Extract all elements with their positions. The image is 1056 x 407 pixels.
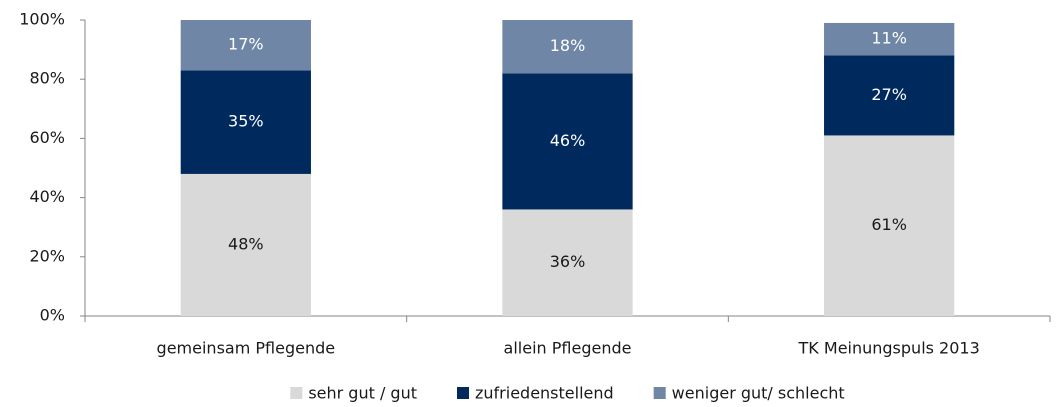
- value-label: 11%: [871, 29, 907, 48]
- bar-segment: [180, 173, 311, 316]
- bar-segment: [502, 20, 633, 74]
- bar-segment: [824, 135, 955, 316]
- value-label: 36%: [550, 252, 586, 271]
- value-label: 18%: [550, 36, 586, 55]
- y-tick-label: 20%: [29, 246, 65, 265]
- legend-swatch: [290, 387, 303, 399]
- value-label: 27%: [871, 85, 907, 104]
- bar-segment: [824, 22, 955, 56]
- value-label: 48%: [228, 234, 264, 253]
- bar-segment: [502, 73, 633, 210]
- legend-label: zufriedenstellend: [475, 384, 614, 403]
- legend-swatch: [653, 387, 666, 399]
- y-tick-label: 0%: [40, 306, 65, 325]
- x-tick-label: gemeinsam Pflegende: [157, 339, 336, 358]
- legend-label: weniger gut/ schlecht: [672, 384, 845, 403]
- x-tick-label: allein Pflegende: [504, 339, 632, 358]
- y-tick-label: 60%: [29, 128, 65, 147]
- bar-segment: [502, 209, 633, 316]
- value-label: 17%: [228, 35, 264, 54]
- value-label: 46%: [550, 131, 586, 150]
- bar-segment: [180, 20, 311, 71]
- legend-label: sehr gut / gut: [308, 384, 417, 403]
- value-label: 35%: [228, 112, 264, 131]
- y-tick-label: 100%: [19, 10, 65, 29]
- bar-segment: [824, 55, 955, 136]
- legend-swatch: [457, 387, 470, 399]
- value-label: 61%: [871, 215, 907, 234]
- x-tick-label: TK Meinungspuls 2013: [798, 339, 980, 358]
- y-tick-label: 80%: [29, 69, 65, 88]
- y-tick-label: 40%: [29, 187, 65, 206]
- bar-segment: [180, 70, 311, 174]
